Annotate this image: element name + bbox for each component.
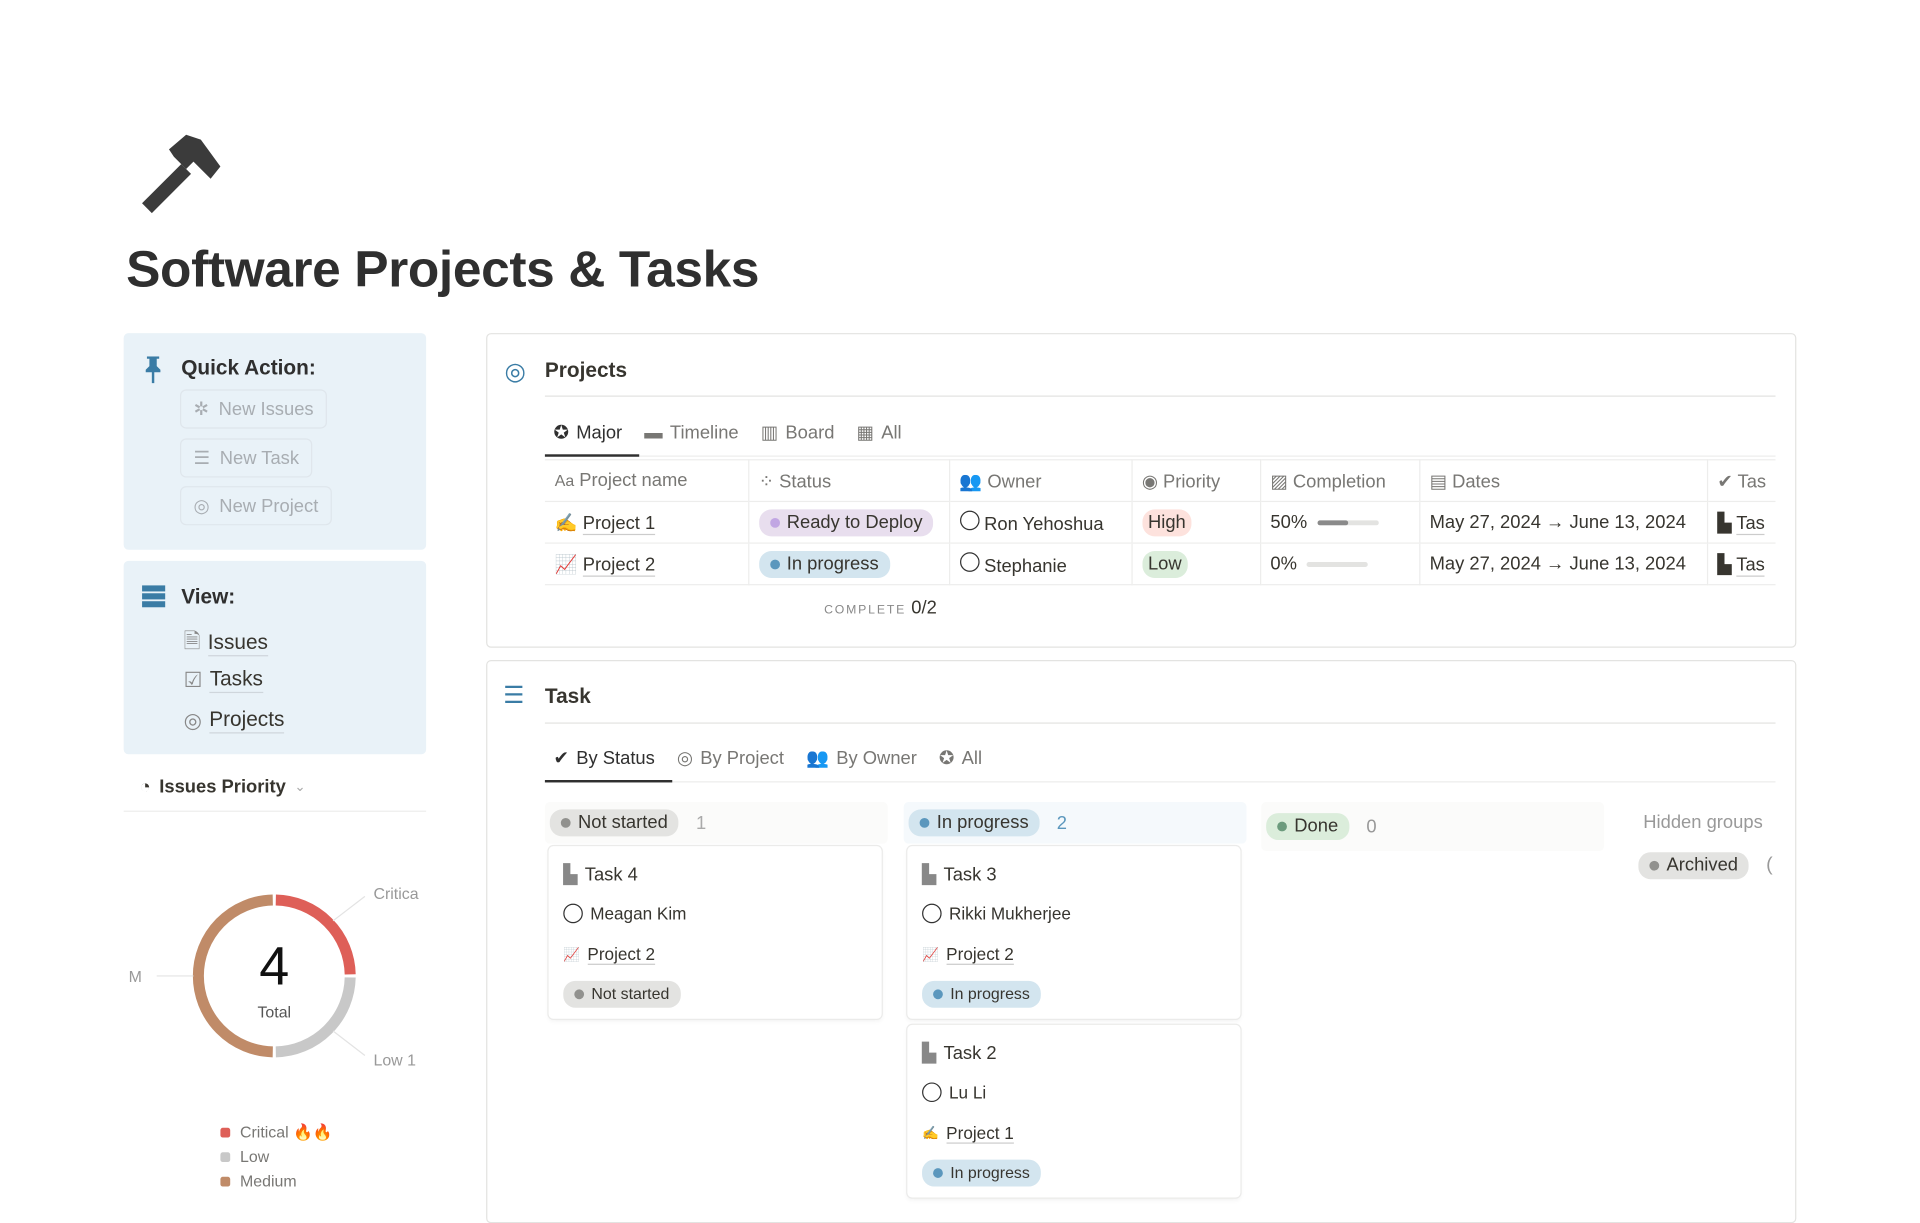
issues-priority-view-tab[interactable]: ◔ Issues Priority ⌄ — [139, 776, 306, 798]
issues-link[interactable]: 🗎 Issues — [184, 626, 268, 662]
active-tab-indicator — [544, 780, 673, 783]
divider — [123, 810, 427, 812]
completion-bar — [1306, 562, 1368, 567]
chevron-down-icon: ⌄ — [294, 780, 306, 795]
bug-icon: ✲ — [193, 399, 209, 421]
checkbox-link-icon: ☑ — [183, 667, 203, 692]
avatar — [959, 510, 979, 530]
page-icon: ▙ — [563, 864, 578, 886]
avatar — [922, 1082, 942, 1103]
legend-low: Low — [220, 1147, 269, 1166]
projects-view-tabs: ✪ Major ▬ Timeline ▥ Board ▦ All — [553, 421, 901, 443]
view-panel — [123, 560, 427, 755]
avatar — [922, 903, 942, 924]
legend-medium: Medium — [220, 1172, 297, 1190]
tab-timeline[interactable]: ▬ Timeline — [644, 421, 739, 443]
priority-badge: Low — [1141, 550, 1188, 578]
hammer-icon — [142, 134, 221, 214]
projects-table: Aa Project name ⁘ Status 👥 Owner ◉ Prior… — [544, 459, 1776, 586]
priority-badge: High — [1141, 508, 1192, 536]
tab-all[interactable]: ✪ All — [938, 747, 983, 769]
slice-label-critical: Critica — [373, 884, 419, 903]
tab-by-owner[interactable]: 👥 By Owner — [806, 747, 917, 769]
slice-label-low: Low 1 — [373, 1050, 416, 1069]
hidden-groups-label: Hidden groups — [1643, 811, 1763, 833]
projects-link[interactable]: ◎ Projects — [183, 707, 285, 734]
table-icon: ▦ — [856, 422, 874, 444]
donut-slice-low — [275, 977, 356, 1058]
project-link[interactable]: Project 1 — [582, 512, 656, 535]
group-in-progress: In progress 2 — [903, 802, 1247, 844]
col-tasks: ✔ Tas — [1706, 459, 1776, 502]
stack-icon — [142, 585, 166, 608]
target-icon: ◎ — [193, 495, 210, 517]
donut-total-label: Total — [257, 1002, 292, 1022]
new-issues-button[interactable]: ✲ New Issues — [180, 389, 328, 429]
quick-action-heading: Quick Action: — [181, 356, 316, 380]
table-row[interactable]: 📈 Project 2 In progress Stephanie Low 0%… — [544, 542, 1776, 586]
slice-label-medium: M — [128, 967, 142, 986]
people-icon: 👥 — [806, 748, 829, 769]
archived-group[interactable]: Archived( — [1638, 852, 1773, 880]
completion-bar — [1316, 520, 1379, 526]
target-icon: ◎ — [504, 358, 526, 386]
tasks-link[interactable]: ☑ Tasks — [183, 667, 263, 694]
page-icon: ▙ — [922, 1043, 937, 1065]
avatar — [563, 903, 583, 924]
status-badge: Ready to Deploy — [758, 508, 934, 536]
table-header-row: Aa Project name ⁘ Status 👥 Owner ◉ Prior… — [544, 459, 1776, 502]
project-link[interactable]: Project 2 — [582, 554, 656, 577]
col-project-name: Aa Project name — [544, 459, 749, 502]
board-icon: ▥ — [760, 422, 779, 444]
target-icon: ◎ — [676, 748, 693, 769]
tab-major[interactable]: ✪ Major — [553, 421, 623, 444]
col-owner: 👥 Owner — [948, 459, 1133, 502]
projects-title: Projects — [544, 358, 628, 383]
group-not-started: Not started 1 — [544, 802, 888, 844]
tab-all[interactable]: ▦ All — [856, 421, 902, 444]
page-icon: ▙ — [922, 864, 937, 886]
star-circle-icon: ✪ — [938, 748, 955, 769]
view-heading: View: — [181, 585, 236, 609]
check-circle-icon: ✔ — [553, 748, 569, 769]
task-card[interactable]: ▙ Task 4 Meagan Kim 📈 Project 2 Not start… — [548, 846, 882, 1019]
slice-leader-line — [332, 895, 366, 922]
table-footer-complete: COMPLETE 0/2 — [824, 597, 937, 619]
new-task-button[interactable]: ☰ New Task — [180, 438, 313, 478]
star-circle-icon: ✪ — [553, 422, 569, 444]
slice-leader-line — [332, 1030, 366, 1057]
task-card[interactable]: ▙ Task 3 Rikki Mukherjee 📈 Project 2 In p… — [907, 846, 1241, 1019]
pie-chart-icon: ◔ — [139, 776, 151, 798]
checklist-icon: ☰ — [503, 683, 525, 709]
quick-action-panel — [123, 333, 427, 550]
target-link-icon: ◎ — [183, 708, 202, 732]
tasks-view-tabs: ✔ By Status ◎ By Project 👥 By Owner ✪ All — [553, 747, 982, 769]
status-badge: In progress — [758, 550, 890, 578]
new-project-button[interactable]: ◎ New Project — [180, 486, 332, 526]
tab-by-project[interactable]: ◎ By Project — [676, 747, 784, 769]
page-title: Software Projects & Tasks — [126, 240, 760, 298]
legend-critical: Critical 🔥🔥 — [220, 1123, 333, 1143]
tasks-title: Task — [544, 684, 591, 708]
col-priority: ◉ Priority — [1131, 459, 1261, 502]
active-tab-indicator — [544, 454, 640, 457]
col-status: ⁘ Status — [748, 459, 950, 502]
group-done: Done 0 — [1261, 802, 1605, 852]
document-link-icon: 🗎 — [183, 629, 201, 653]
col-dates: ▤ Dates — [1419, 459, 1708, 502]
timeline-icon: ▬ — [644, 421, 663, 443]
avatar — [959, 551, 979, 572]
task-card[interactable]: ▙ Task 2 Lu Li ✍️ Project 1 In progress — [907, 1024, 1241, 1198]
checklist-icon: ☰ — [193, 448, 210, 469]
pushpin-icon — [145, 356, 161, 384]
donut-slice-medium — [192, 894, 273, 1058]
tab-by-status[interactable]: ✔ By Status — [553, 747, 655, 769]
donut-slice-critical — [275, 894, 356, 975]
table-row[interactable]: ✍️ Project 1 Ready to Deploy Ron Yehoshu… — [544, 500, 1776, 544]
donut-total-value: 4 — [259, 936, 290, 997]
priority-donut-chart — [156, 894, 366, 1058]
col-completion: ▨ Completion — [1260, 459, 1420, 502]
tab-board[interactable]: ▥ Board — [760, 421, 835, 444]
